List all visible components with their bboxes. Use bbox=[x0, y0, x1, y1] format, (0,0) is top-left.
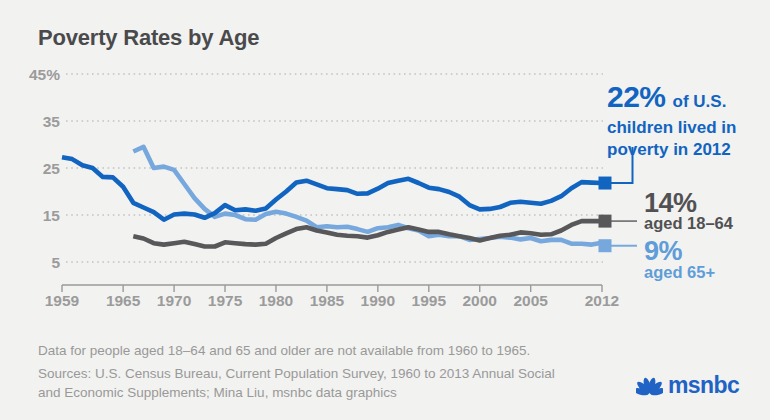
y-tick-label: 35 bbox=[43, 113, 61, 130]
callout-children: 22% of U.S. children lived in poverty in… bbox=[607, 82, 770, 160]
callout-adults-label: aged 18–64 bbox=[644, 214, 733, 233]
msnbc-wordmark: msnbc bbox=[668, 372, 739, 399]
x-tick-label: 1970 bbox=[157, 292, 191, 309]
x-tick-label: 1975 bbox=[208, 292, 243, 309]
msnbc-logo: msnbc bbox=[636, 372, 739, 399]
series-line-children bbox=[62, 157, 602, 220]
y-tick-label: 5 bbox=[51, 254, 60, 271]
x-tick-label: 1995 bbox=[412, 292, 447, 309]
x-tick-label: 1959 bbox=[45, 292, 80, 309]
callout-seniors-label: aged 65+ bbox=[644, 263, 715, 282]
msnbc-peacock-icon bbox=[636, 374, 663, 398]
data-availability-note: Data for people aged 18–64 and 65 and ol… bbox=[38, 342, 638, 361]
x-tick-label: 1965 bbox=[106, 292, 141, 309]
x-tick-label: 1985 bbox=[310, 292, 345, 309]
callout-children-line3: poverty in 2012 bbox=[607, 139, 770, 161]
y-tick-label: 15 bbox=[43, 207, 61, 224]
callout-children-value: 22% bbox=[607, 82, 666, 112]
x-tick-label: 2005 bbox=[513, 292, 548, 309]
series-end-marker bbox=[599, 215, 612, 228]
y-tick-label: 45% bbox=[29, 66, 60, 83]
callout-children-line2: children lived in bbox=[607, 117, 770, 139]
x-tick-label: 2012 bbox=[585, 292, 619, 309]
y-tick-label: 25 bbox=[43, 160, 61, 177]
series-end-marker bbox=[599, 177, 612, 190]
chart-card: Poverty Rates by Age 45%3525155195919651… bbox=[0, 0, 770, 420]
series-end-marker bbox=[599, 239, 612, 252]
x-tick-label: 1980 bbox=[259, 292, 293, 309]
x-tick-label: 2000 bbox=[462, 292, 496, 309]
callout-children-rest: of U.S. bbox=[673, 87, 727, 117]
sources-note: Sources: U.S. Census Bureau, Current Pop… bbox=[38, 365, 558, 402]
x-tick-label: 1990 bbox=[361, 292, 395, 309]
